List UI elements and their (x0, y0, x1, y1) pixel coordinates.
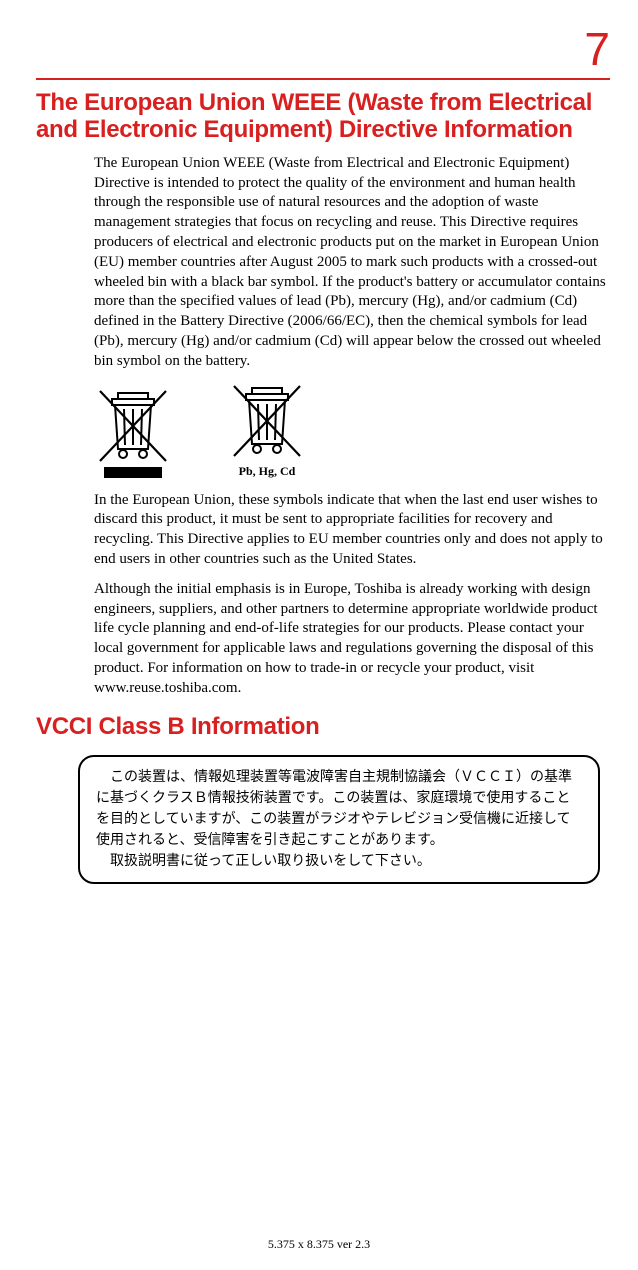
jp-line: この装置は、情報処理装置等電波障害自主規制協議会（ＶＣＣＩ）の基準 (96, 767, 582, 788)
section1-para3: Although the initial emphasis is in Euro… (94, 580, 610, 699)
section2-title: VCCI Class B Information (36, 714, 610, 740)
section1-title: The European Union WEEE (Waste from Elec… (36, 90, 610, 144)
wheeled-bin-crossed-bar-icon (94, 387, 172, 479)
weee-bin-chem: Pb, Hg, Cd (228, 382, 306, 479)
vcci-japanese-box: この装置は、情報処理装置等電波障害自主規制協議会（ＶＣＣＩ）の基準 に基づくクラ… (78, 755, 600, 884)
section1-para2: In the European Union, these symbols ind… (94, 491, 610, 570)
top-rule (36, 78, 610, 80)
jp-line: 取扱説明書に従って正しい取り扱いをして下さい。 (96, 851, 582, 872)
weee-bin-bar (94, 387, 172, 479)
content-area: The European Union WEEE (Waste from Elec… (36, 90, 610, 884)
footer-text: 5.375 x 8.375 ver 2.3 (0, 1237, 638, 1252)
jp-line: に基づくクラスＢ情報技術装置です。この装置は、家庭環境で使用すること (96, 788, 582, 809)
section1-para1: The European Union WEEE (Waste from Elec… (94, 154, 610, 372)
page-number: 7 (584, 22, 610, 76)
jp-line: 使用されると、受信障害を引き起こすことがあります。 (96, 830, 582, 851)
jp-line: を目的としていますが、この装置がラジオやテレビジョン受信機に近接して (96, 809, 582, 830)
bin-chem-caption: Pb, Hg, Cd (239, 464, 296, 479)
wheeled-bin-crossed-icon (228, 382, 306, 460)
weee-symbols-row: Pb, Hg, Cd (94, 382, 610, 479)
